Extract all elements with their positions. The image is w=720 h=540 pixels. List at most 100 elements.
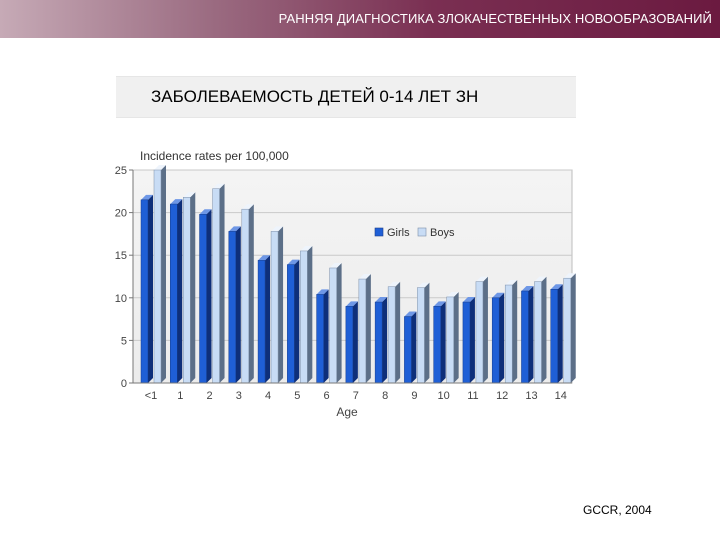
bar-boys-4 — [270, 226, 284, 384]
bar-girls-14 — [550, 284, 563, 384]
bar-face — [329, 267, 337, 384]
bar-top — [228, 226, 241, 232]
bar-side — [278, 226, 284, 383]
bar-boys-7 — [358, 274, 371, 384]
y-tick-label: 25 — [115, 165, 127, 177]
bar-top — [170, 199, 183, 205]
bar-top — [212, 183, 225, 189]
x-tick-label: 10 — [438, 390, 450, 402]
bar-side — [499, 292, 505, 383]
bar-side — [557, 284, 563, 383]
bar-side — [528, 285, 534, 383]
x-axis-label: Age — [336, 405, 358, 419]
y-tick-label: 0 — [121, 378, 127, 390]
bar-girls-4 — [257, 255, 271, 384]
title-bar: РАННЯЯ ДИАГНОСТИКА ЗЛОКАЧЕСТВЕННЫХ НОВОО… — [0, 0, 720, 38]
bar-face — [374, 301, 383, 384]
x-tick-label: 13 — [525, 390, 537, 402]
bar-side — [453, 291, 459, 383]
bar-side — [440, 301, 446, 383]
bar-side — [382, 297, 388, 383]
bar-boys-3 — [241, 204, 254, 384]
bar-face — [228, 231, 237, 384]
bar-top — [505, 280, 518, 286]
x-tick-label: 11 — [467, 390, 478, 402]
bar-side — [323, 289, 329, 383]
y-tick-label: 10 — [115, 293, 127, 305]
bar-girls-<1 — [140, 194, 153, 384]
bar-top — [550, 284, 563, 290]
bar-side — [265, 255, 271, 383]
bar-side — [206, 209, 212, 383]
bar-top — [521, 285, 534, 291]
bar-top — [199, 209, 212, 215]
bar-girls-7 — [345, 301, 358, 384]
bar-top — [388, 281, 401, 287]
bar-face — [199, 214, 207, 384]
legend-swatch-boys — [417, 227, 427, 237]
bar-girls-3 — [228, 226, 241, 384]
bar-face — [345, 306, 354, 384]
bar-face — [504, 284, 513, 384]
slide-title: РАННЯЯ ДИАГНОСТИКА ЗЛОКАЧЕСТВЕННЫХ НОВОО… — [278, 11, 712, 26]
x-tick-label: 4 — [265, 390, 271, 402]
bar-top — [345, 301, 358, 307]
bar-boys-14 — [563, 273, 576, 384]
bar-girls-12 — [491, 292, 505, 384]
bar-girls-9 — [404, 311, 417, 384]
bar-face — [491, 297, 500, 384]
bar-side — [177, 199, 183, 383]
slide-subtitle: ЗАБОЛЕВАЕМОСТЬ ДЕТЕЙ 0-14 ЛЕТ ЗН — [151, 87, 479, 106]
bar-side — [161, 165, 166, 383]
bar-face — [563, 277, 571, 384]
bar-face — [550, 289, 558, 384]
legend-label-girls: Girls — [387, 227, 410, 239]
bar-top — [433, 301, 446, 307]
bar-girls-5 — [287, 259, 300, 384]
bar-girls-8 — [374, 297, 388, 384]
subtitle-box: ЗАБОЛЕВАЕМОСТЬ ДЕТЕЙ 0-14 ЛЕТ ЗН — [116, 76, 576, 118]
bar-side — [248, 204, 254, 383]
bar-face — [358, 278, 367, 384]
bar-side — [235, 226, 241, 383]
bar-boys-<1 — [153, 165, 166, 384]
bar-face — [153, 169, 162, 384]
bar-top — [271, 226, 284, 232]
bar-top — [154, 165, 166, 170]
bar-side — [411, 311, 417, 383]
bar-face — [212, 188, 220, 384]
bar-face — [300, 250, 308, 384]
bar-side — [482, 276, 488, 383]
bar-side — [512, 280, 518, 383]
bar-face — [257, 260, 266, 384]
bar-boys-2 — [212, 183, 225, 384]
bar-top — [404, 311, 417, 317]
bar-face — [433, 306, 441, 384]
bars — [140, 165, 576, 384]
bar-side — [570, 273, 576, 383]
bar-boys-11 — [475, 276, 488, 384]
bar-top — [329, 262, 342, 268]
y-tick-label: 15 — [115, 250, 127, 262]
x-tick-label: 5 — [294, 390, 300, 402]
bar-face — [170, 203, 178, 384]
bar-side — [424, 282, 430, 383]
bar-top — [241, 204, 254, 210]
bar-boys-12 — [504, 280, 518, 384]
bar-top — [475, 276, 488, 282]
chart-title: Incidence rates per 100,000 — [140, 149, 289, 163]
x-tick-label: 9 — [411, 390, 417, 402]
bar-face — [446, 296, 454, 384]
bar-boys-8 — [387, 281, 401, 384]
bar-side — [336, 262, 342, 383]
bar-boys-6 — [329, 262, 342, 384]
bar-top — [287, 259, 300, 265]
bar-top — [417, 282, 430, 288]
bar-face — [417, 287, 425, 384]
bar-boys-5 — [300, 245, 313, 384]
source-note: GCCR, 2004 — [583, 503, 652, 517]
bar-girls-11 — [462, 297, 475, 384]
bar-girls-6 — [316, 289, 329, 384]
